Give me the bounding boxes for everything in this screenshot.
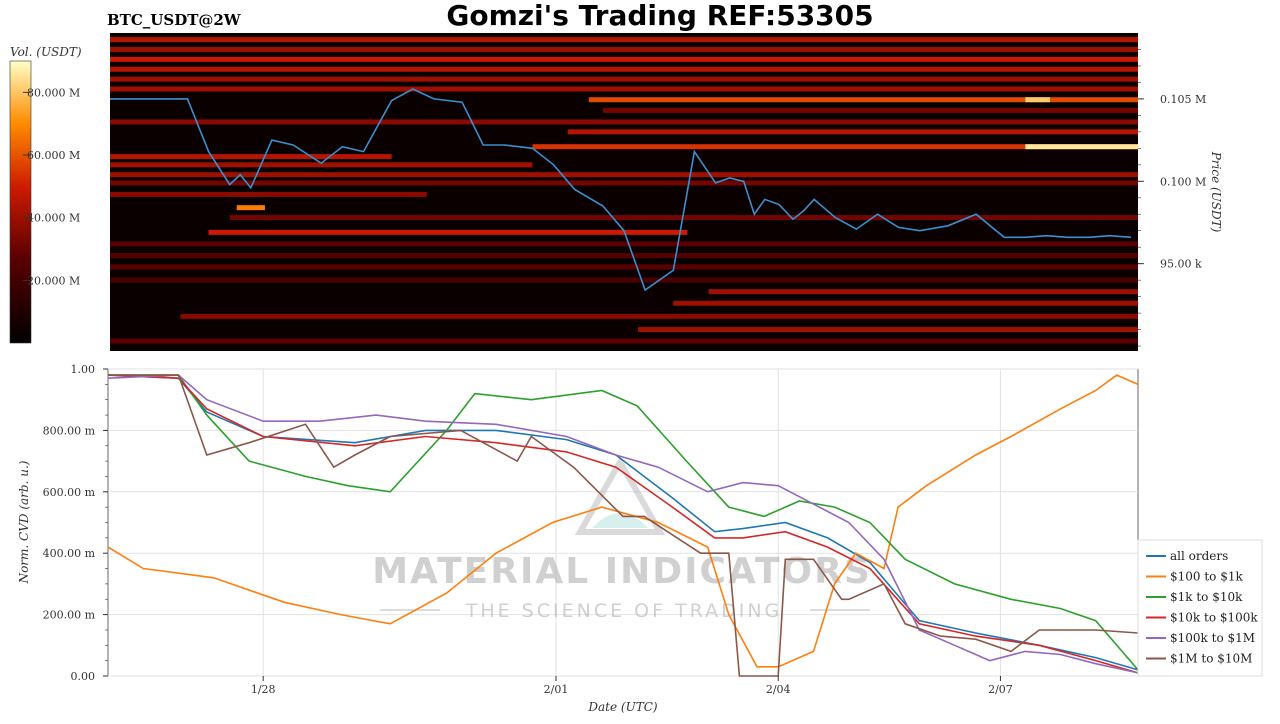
legend-label: $100 to $1k (1170, 570, 1243, 584)
watermark-text: MATERIAL INDICATORS (372, 551, 872, 592)
cvd-x-tick-label: 2/04 (766, 683, 791, 696)
heatmap-band (110, 162, 533, 168)
heatmap-band (180, 313, 1139, 319)
heatmap-band (110, 37, 1138, 43)
cvd-series-line (108, 374, 1139, 677)
heatmap-band (110, 119, 1138, 125)
price-axis-ticks: 95.00 k 0.100 M 0.105 M (1138, 49, 1206, 347)
cvd-x-tick-label: 2/07 (988, 683, 1013, 696)
heatmap-band (708, 289, 1138, 295)
watermark: MATERIAL INDICATORS THE SCIENCE OF TRADI… (372, 455, 872, 622)
heatmap-band (110, 338, 1138, 344)
price-tick-label: 0.105 M (1160, 93, 1206, 106)
cvd-y-tick-label: 400.00 m (43, 547, 96, 560)
colorbar-tick-label: 80.000 M (27, 86, 80, 99)
heatmap-band (673, 300, 1138, 306)
cvd-grid (108, 368, 1138, 677)
cvd-y-tick-label: 200.00 m (43, 609, 96, 622)
colorbar-label: Vol. (USDT) (10, 45, 82, 59)
heatmap-band (110, 46, 1138, 52)
colorbar (9, 60, 32, 344)
heatmap-band (110, 241, 1138, 247)
heatmap-band (567, 129, 1138, 135)
cvd-series-line (107, 374, 1139, 668)
legend-label: $10k to $100k (1170, 611, 1258, 625)
cvd-y-tick-label: 1.00 (71, 363, 96, 376)
price-tick-label: 95.00 k (1160, 258, 1202, 271)
cvd-y-ticks: 0.00 200.00 m 400.00 m 600.00 m 800.00 m 1.00 (43, 363, 108, 683)
heatmap-band (110, 66, 1138, 72)
watermark-logo-icon (574, 455, 666, 535)
heatmap-band (110, 154, 392, 160)
heatmap-band (110, 56, 1138, 62)
cvd-y-axis-label: Norm. CVD (arb. u.) (17, 460, 31, 584)
heatmap-band (532, 144, 1138, 150)
heatmap-band (110, 252, 1138, 258)
heatmap-band (229, 215, 1139, 221)
legend: all orders $100 to $1k $1k to $10k $10k to … (1137, 539, 1263, 677)
colorbar-tick-label: 60.000 M (27, 149, 80, 162)
cvd-x-axis-label: Date (UTC) (587, 700, 657, 714)
colorbar-tick-label: 40.000 M (27, 212, 80, 225)
colorbar-tick-label: 20.000 M (27, 274, 80, 287)
symbol-label: BTC_USDT@2W (107, 11, 242, 29)
legend-box (1137, 539, 1263, 677)
price-tick-label: 0.100 M (1160, 175, 1206, 188)
price-axis-label: Price (USDT) (1209, 151, 1223, 233)
heatmap-band (110, 191, 427, 197)
cvd-y-tick-label: 600.00 m (43, 486, 96, 499)
cvd-series-lines (107, 374, 1139, 677)
heatmap-band (588, 97, 1138, 103)
cvd-x-ticks: 1/28 2/01 2/04 2/07 (251, 676, 1013, 696)
heatmap-band (1025, 144, 1138, 150)
legend-label: $100k to $1M (1170, 631, 1255, 645)
heatmap-band (1025, 97, 1050, 103)
heatmap-band (236, 205, 265, 211)
heatmap-band (110, 264, 1138, 270)
cvd-series-line (107, 374, 1139, 674)
heatmap-band (110, 76, 1138, 82)
colorbar-ticks: 20.000 M 40.000 M 60.000 M 80.000 M (23, 86, 80, 287)
cvd-series-line (107, 374, 1139, 674)
heatmap-band (602, 107, 1138, 113)
heatmap-band (110, 172, 1138, 178)
cvd-series-line (108, 374, 1139, 671)
heatmap-band (110, 277, 1138, 283)
price-line (110, 88, 1132, 292)
heatmap-band (110, 86, 1138, 92)
heatmap-band (110, 180, 1138, 186)
watermark-subtext: THE SCIENCE OF TRADING (465, 600, 783, 622)
heatmap-band (208, 229, 688, 235)
heatmap-bands (110, 37, 1139, 344)
cvd-x-tick-label: 1/28 (251, 683, 276, 696)
heatmap-band (638, 327, 1138, 333)
cvd-x-tick-label: 2/01 (544, 683, 569, 696)
chart-title: Gomzi's Trading REF:53305 (446, 0, 873, 32)
legend-label: $1k to $10k (1170, 590, 1243, 604)
legend-label: $1M to $10M (1170, 652, 1252, 666)
cvd-y-tick-label: 800.00 m (43, 424, 96, 437)
cvd-y-tick-label: 0.00 (71, 670, 96, 683)
legend-label: all orders (1170, 549, 1228, 563)
